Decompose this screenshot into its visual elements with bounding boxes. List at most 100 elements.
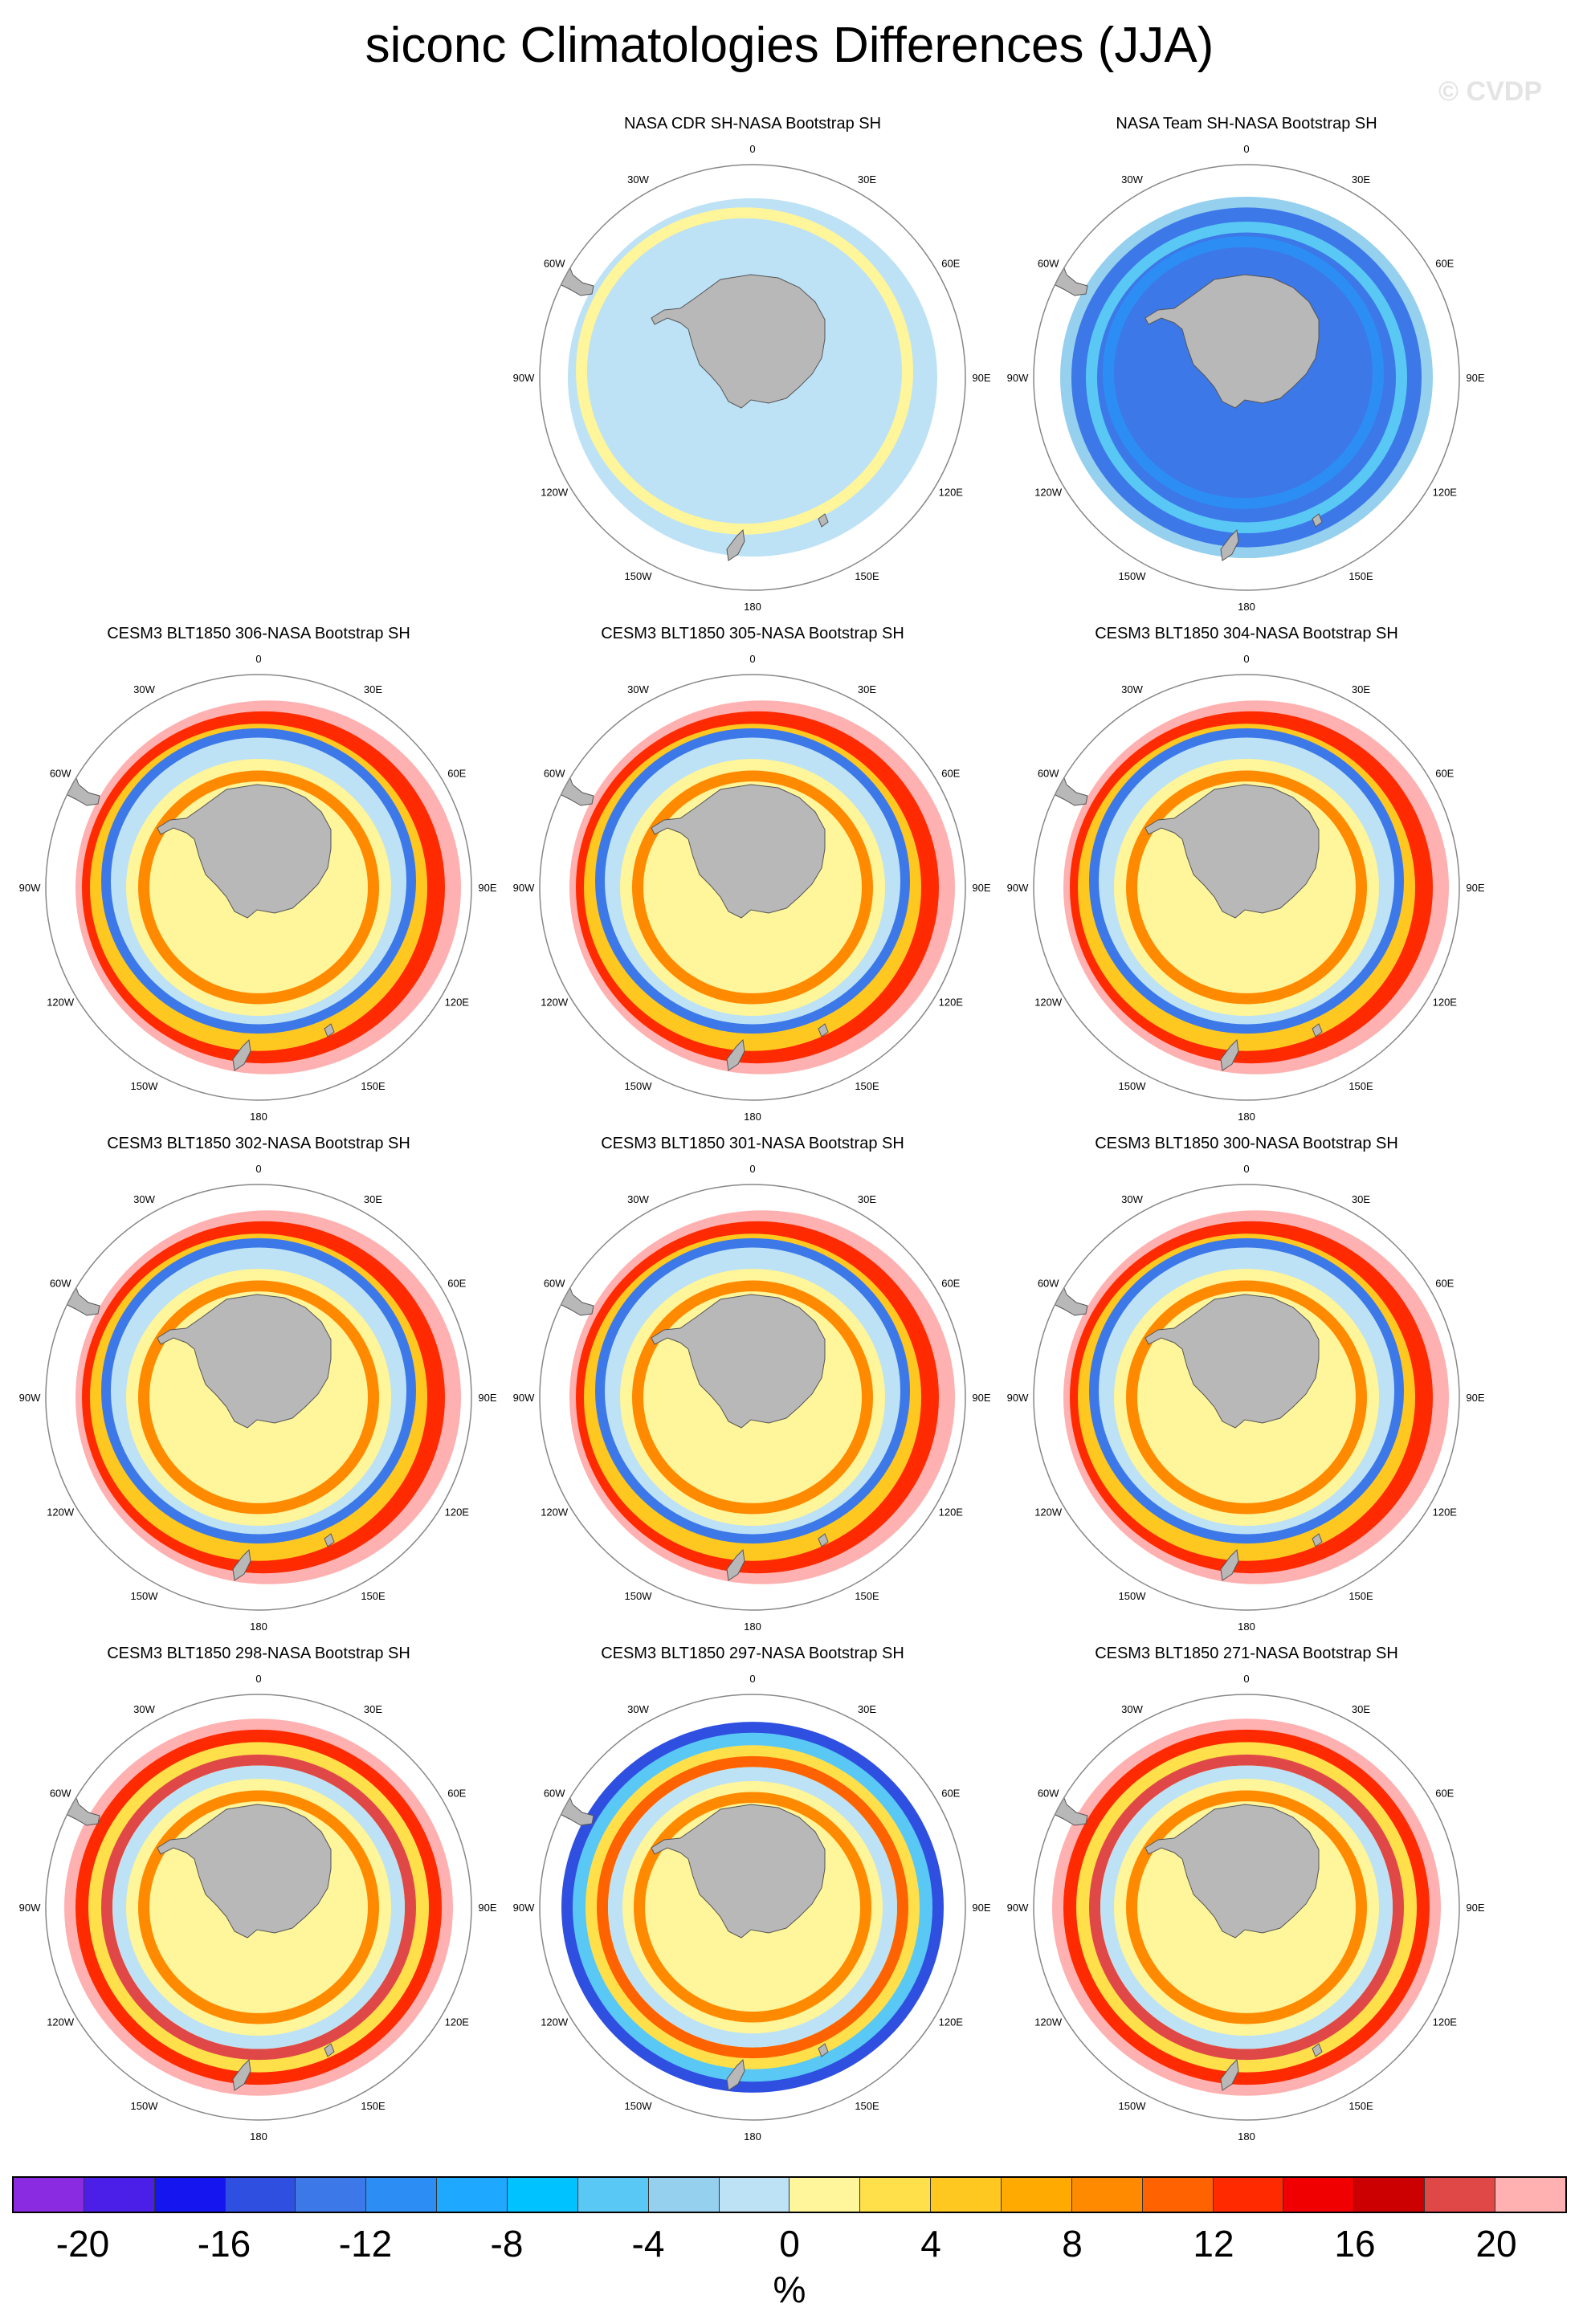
longitude-label: 150E [855,2100,879,2112]
longitude-label: 60E [447,768,466,780]
longitude-label: 30W [133,1703,155,1715]
land-antarctica [157,1804,332,1939]
longitude-label: 90W [19,882,41,894]
longitude-label: 0 [255,1163,261,1175]
colorbar-swatch [1213,2178,1284,2212]
colorbar-swatch [931,2178,1002,2212]
longitude-label: 150W [1119,2100,1147,2112]
longitude-label: 90W [1007,1902,1029,1914]
land-new-zealand [726,528,745,561]
longitude-label: 150W [625,1080,653,1092]
longitude-label: 90E [1466,1902,1484,1914]
colorbar-unit: % [773,2269,806,2310]
longitude-label: 60E [941,1278,960,1290]
polar-map: 0 30E 60E 90E 120E 150E 180 150W 120W 90W 60W 30W [513,1163,991,1633]
longitude-label: 60E [447,1788,466,1800]
map-panel: NASA CDR SH-NASA Bootstrap SH 0 30E 60E 90E 1… [510,112,995,613]
colorbar-tick-label: 8 [1062,2223,1083,2265]
map-boundary-circle [45,1184,472,1611]
land-antarctica [651,1294,826,1429]
colorbar-swatch [296,2178,367,2212]
longitude-label: 30W [1121,173,1143,186]
panel-title: CESM3 BLT1850 297-NASA Bootstrap SH [601,1645,904,1662]
longitude-label: 0 [255,1673,261,1685]
longitude-label: 150E [361,1590,386,1602]
longitude-label: 90W [1007,372,1029,384]
longitude-label: 90W [513,372,535,384]
longitude-label: 150W [1119,1080,1147,1092]
longitude-label: 120W [541,487,569,499]
land-tasmania [1312,1533,1323,1547]
map-boundary-circle [539,1184,966,1611]
longitude-label: 120E [1433,2016,1458,2028]
panel-title: NASA Team SH-NASA Bootstrap SH [1116,115,1377,133]
panel-title: CESM3 BLT1850 298-NASA Bootstrap SH [107,1645,410,1662]
longitude-label: 30E [858,1193,876,1205]
polar-map: 0 30E 60E 90E 120E 150E 180 150W 120W 90W 60W 30W [1007,1163,1485,1633]
longitude-label: 120E [939,487,964,499]
longitude-label: 60W [544,258,565,270]
land-antarctica [651,1804,826,1939]
longitude-label: 90W [513,1392,535,1404]
colorbar-swatch [154,2178,226,2212]
land-antarctica [1144,1804,1320,1939]
map-panel: CESM3 BLT1850 305-NASA Bootstrap SH 0 30E 6… [510,622,995,1123]
longitude-label: 150E [855,1080,879,1092]
longitude-label: 90W [1007,1392,1029,1404]
panel-title: CESM3 BLT1850 302-NASA Bootstrap SH [107,1135,410,1152]
land-antarctica [1144,274,1320,409]
longitude-label: 60E [1435,1278,1454,1290]
longitude-label: 120W [1034,997,1063,1009]
longitude-label: 30E [1352,1703,1370,1715]
longitude-label: 0 [1243,653,1249,665]
map-boundary-circle [1033,674,1460,1101]
colorbar-tick-label: 0 [779,2223,800,2265]
land-antarctica [157,784,332,919]
colorbar-swatch [1354,2178,1426,2212]
longitude-label: 30E [1352,1193,1370,1205]
colorbar-swatch [366,2178,438,2212]
map-panel: CESM3 BLT1850 298-NASA Bootstrap SH 0 30E 6… [16,1642,501,2143]
longitude-label: 150W [131,1080,159,1092]
longitude-label: 120E [939,2016,964,2028]
land-new-zealand [232,2058,251,2091]
longitude-label: 180 [744,2130,761,2143]
longitude-label: 30W [133,683,155,695]
colorbar-swatch [508,2178,578,2212]
land-tasmania [1312,2043,1323,2057]
longitude-label: 60E [941,1788,960,1800]
land-tasmania [324,2043,335,2057]
colorbar-swatch [860,2178,932,2212]
longitude-label: 90E [972,1392,990,1404]
longitude-label: 30W [627,1703,649,1715]
colorbar-tick-label: -16 [197,2223,251,2265]
longitude-label: 30E [364,683,382,695]
land-new-zealand [1220,1548,1239,1581]
longitude-label: 30W [627,173,649,186]
longitude-label: 60W [1038,768,1059,780]
longitude-label: 150E [1348,570,1373,582]
map-boundary-circle [1033,164,1460,591]
longitude-label: 60W [1038,258,1059,270]
land-tasmania [324,1533,335,1547]
colorbar-swatch [1142,2178,1214,2212]
longitude-label: 30E [858,1703,876,1715]
longitude-label: 150E [1348,1590,1373,1602]
longitude-label: 120W [1034,487,1063,499]
longitude-label: 120E [445,1507,470,1519]
longitude-label: 60W [1038,1278,1059,1290]
map-boundary-circle [539,164,966,591]
polar-map: 0 30E 60E 90E 120E 150E 180 150W 120W 90W 60W 30W [1007,143,1485,613]
land-tasmania [818,1023,829,1038]
colorbar-tick-label: 20 [1475,2223,1517,2265]
land-antarctica [651,784,826,919]
longitude-label: 90E [1466,1392,1484,1404]
longitude-label: 120W [541,997,569,1009]
polar-map: 0 30E 60E 90E 120E 150E 180 150W 120W 90W 60W 30W [513,143,991,613]
colorbar-swatch [577,2178,649,2212]
longitude-label: 0 [1243,1673,1249,1685]
longitude-label: 120W [1034,1507,1063,1519]
longitude-label: 0 [749,143,755,155]
longitude-label: 30E [858,683,876,695]
longitude-label: 150E [361,1080,386,1092]
